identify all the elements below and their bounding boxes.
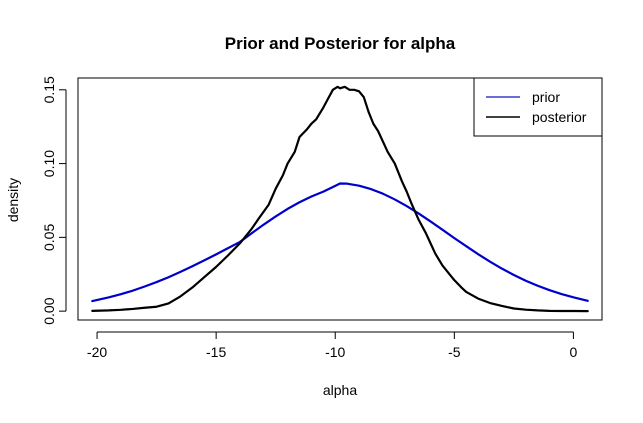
legend-box [473, 77, 603, 137]
y-axis: 0.00 0.05 0.10 0.15 [41, 76, 67, 325]
legend-label-prior: prior [532, 89, 560, 105]
x-axis: -20 -15 -10 -5 0 [87, 331, 578, 360]
y-tick-label: 0.05 [41, 224, 57, 251]
x-tick-label: -20 [87, 344, 107, 360]
series-line-prior [91, 182, 589, 303]
y-tick-label: 0.15 [41, 76, 57, 103]
x-tick-label: -10 [325, 344, 345, 360]
x-axis-title: alpha [323, 382, 357, 398]
y-tick-label: 0.10 [41, 150, 57, 177]
series-layer [91, 85, 589, 313]
x-tick-label: -15 [206, 344, 226, 360]
y-tick-label: 0.00 [41, 297, 57, 324]
chart-title: Prior and Posterior for alpha [225, 34, 456, 53]
y-axis-title: density [5, 178, 21, 222]
series-line-posterior [91, 85, 589, 313]
x-tick-label: 0 [570, 344, 578, 360]
x-tick-label: -5 [448, 344, 461, 360]
legend-label-posterior: posterior [532, 109, 587, 125]
plot-frame [77, 77, 603, 321]
legend: prior posterior [473, 77, 603, 137]
